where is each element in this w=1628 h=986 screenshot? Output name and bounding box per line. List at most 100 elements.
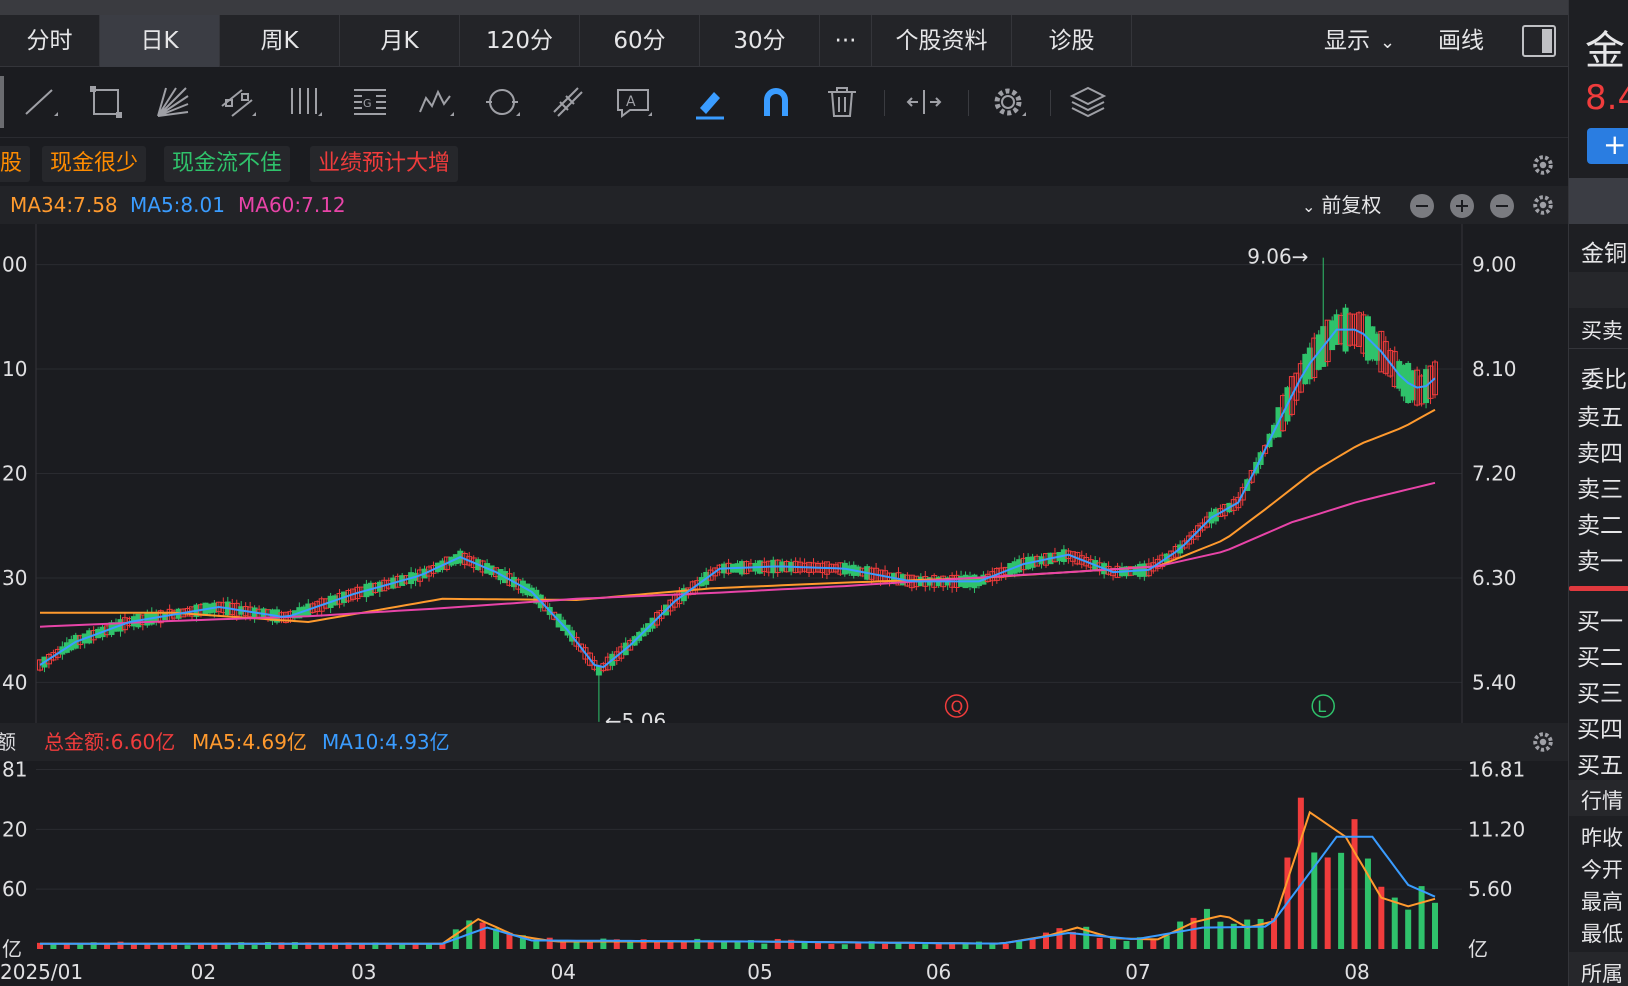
volume-bar <box>412 943 419 949</box>
add-watchlist-button[interactable]: + <box>1587 128 1628 164</box>
fibonacci-tool-icon[interactable] <box>548 82 588 122</box>
volume-bar <box>1378 886 1385 949</box>
volume-bar <box>949 942 956 949</box>
candle-body <box>707 569 714 581</box>
candle-body <box>1199 522 1206 531</box>
gann-tool-icon[interactable]: G <box>350 82 390 122</box>
magnet-icon[interactable] <box>756 82 796 122</box>
volume-settings-gear-icon[interactable] <box>1530 729 1556 755</box>
price-axis-labels: 9.00 00 8.10 10 7.20 20 6.30 30 5.40 40 <box>2 253 1517 695</box>
parallel-channel-icon[interactable] <box>218 82 258 122</box>
zoom-fit-icon[interactable] <box>904 82 944 122</box>
volume-bar <box>1432 902 1438 949</box>
price-tick-left: 20 <box>2 462 27 486</box>
volume-pane-bg <box>0 761 1568 986</box>
layers-icon[interactable] <box>1068 82 1108 122</box>
adjust-dropdown[interactable]: ⌄ 前复权 <box>1302 186 1381 226</box>
highlighter-icon[interactable] <box>690 82 730 122</box>
volume-tick-left: 20 <box>2 817 27 841</box>
settings-gear-icon[interactable] <box>988 82 1028 122</box>
date-tick: 02 <box>191 960 216 984</box>
volume-bar <box>774 938 781 949</box>
candle-body <box>1186 535 1193 545</box>
volume-bar <box>211 943 218 949</box>
wave-tool-icon[interactable] <box>416 82 456 122</box>
tab-diagnose[interactable]: 诊股 <box>1012 15 1132 67</box>
quote-label: 行情 <box>1581 789 1623 813</box>
tab-minute[interactable]: 分时 <box>0 15 100 67</box>
fan-tool-icon[interactable] <box>152 82 192 122</box>
volume-tick-left: 81 <box>2 757 27 781</box>
volume-bar <box>1271 918 1278 949</box>
buy-level-4: 买四 <box>1577 717 1623 743</box>
volume-bar <box>908 944 915 949</box>
ma34-line <box>40 408 1436 624</box>
volume-bar <box>345 942 352 949</box>
sell-level-5: 卖五 <box>1577 405 1623 431</box>
price-tick-right: 6.30 <box>1472 566 1517 590</box>
layout-toggle-icon[interactable] <box>1522 25 1556 57</box>
trash-icon[interactable] <box>822 82 862 122</box>
volume-bar <box>747 939 754 949</box>
volume-bar <box>1083 926 1090 949</box>
volume-bar <box>1297 797 1304 949</box>
volume-bar <box>895 943 902 949</box>
current-price: 8.4 <box>1585 78 1628 118</box>
volume-bar <box>1217 921 1224 949</box>
volume-bar <box>1136 937 1143 949</box>
line-tool-icon[interactable] <box>20 82 60 122</box>
volume-bar <box>586 940 593 949</box>
ma-settings-gear-icon[interactable] <box>1530 192 1556 218</box>
tab-daily-k[interactable]: 日K <box>100 15 220 67</box>
volume-bar <box>1257 918 1264 949</box>
tab-weekly-k[interactable]: 周K <box>220 15 340 67</box>
date-tick: 06 <box>926 960 951 984</box>
price-tick-right: 9.00 <box>1472 253 1517 277</box>
tab-more[interactable]: ··· <box>820 15 872 67</box>
volume-bar <box>1391 897 1398 949</box>
volume-bar <box>882 943 889 949</box>
sell-level-4: 卖四 <box>1577 441 1623 467</box>
total-amount-value: 总金额:6.60亿 <box>44 730 176 754</box>
text-annotation-icon[interactable]: A <box>614 82 654 122</box>
candle-body <box>1168 550 1175 560</box>
remove-indicator-icon[interactable] <box>1490 194 1514 218</box>
volume-bar <box>90 942 97 949</box>
volume-bar <box>707 941 714 949</box>
date-tick: 04 <box>551 960 576 984</box>
tab-30min[interactable]: 30分 <box>700 15 820 67</box>
volume-bar <box>1351 819 1358 949</box>
volume-bar <box>680 940 687 949</box>
tab-stock-profile[interactable]: 个股资料 <box>872 15 1012 67</box>
candle-body <box>654 612 661 626</box>
panel-tab-block[interactable] <box>1569 178 1628 224</box>
candle-body <box>1235 496 1242 509</box>
rectangle-tool-icon[interactable] <box>86 82 126 122</box>
volume-tick-right: 5.60 <box>1468 877 1513 901</box>
cycle-tool-icon[interactable] <box>482 82 522 122</box>
price-tick-left: 10 <box>2 357 27 381</box>
volume-bar <box>130 944 137 949</box>
volume-bar <box>962 943 969 949</box>
volume-bar <box>640 939 647 949</box>
vertical-lines-icon[interactable] <box>284 82 324 122</box>
volume-bar <box>385 944 392 949</box>
toolbar-divider <box>1050 90 1051 116</box>
price-tick-left: 00 <box>2 253 27 277</box>
tab-monthly-k[interactable]: 月K <box>340 15 460 67</box>
candle-body <box>1427 365 1434 399</box>
tab-120min[interactable]: 120分 <box>460 15 580 67</box>
price-tick-left: 30 <box>2 566 27 590</box>
buy-level-1: 买一 <box>1577 609 1623 635</box>
tab-60min[interactable]: 60分 <box>580 15 700 67</box>
candle-body <box>45 654 52 665</box>
candle-body <box>586 652 593 666</box>
collapse-minus-icon[interactable] <box>1410 194 1434 218</box>
add-indicator-icon[interactable] <box>1450 194 1474 218</box>
draw-line-button[interactable]: 画线 <box>1438 28 1484 54</box>
volume-bar <box>1002 944 1009 949</box>
display-dropdown[interactable]: 显示 ⌄ <box>1324 15 1395 67</box>
tag-settings-gear-icon[interactable] <box>1530 152 1556 178</box>
ma-legend-bar: MA34:7.58 MA5:8.01 MA60:7.12 ⌄ 前复权 <box>0 186 1568 224</box>
